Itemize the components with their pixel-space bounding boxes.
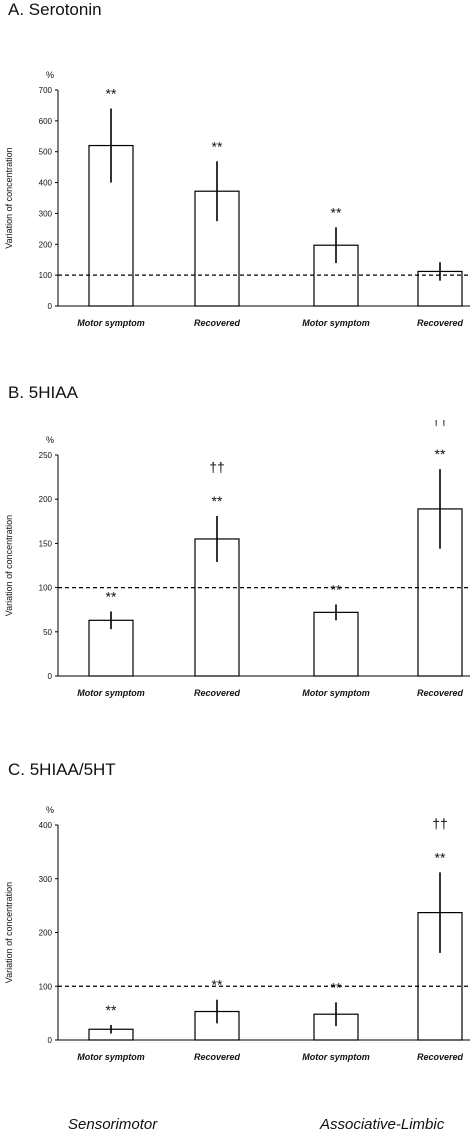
category-label: Recovered xyxy=(417,318,464,328)
y-tick-label: 50 xyxy=(43,628,52,637)
significance-daggers: †† xyxy=(432,815,448,831)
y-axis-title: Variation of concentration xyxy=(4,147,14,248)
category-label: Motor symptom xyxy=(302,318,370,328)
y-tick-label: 600 xyxy=(39,117,53,126)
significance-stars: ** xyxy=(331,979,342,995)
y-tick-label: 500 xyxy=(39,148,53,157)
group-label-sensorimotor: Sensorimotor xyxy=(68,1116,158,1133)
y-tick-label: 0 xyxy=(48,302,53,311)
y-tick-label: 300 xyxy=(39,209,53,218)
y-tick-label: 100 xyxy=(39,982,53,991)
y-tick-label: 150 xyxy=(39,539,53,548)
chart-5hiaa-5ht-ratio: % 0 100 200 300 400 Variation of concentration… xyxy=(4,805,470,1062)
significance-stars: ** xyxy=(435,849,446,865)
significance-stars: ** xyxy=(106,86,117,102)
significance-daggers: †† xyxy=(432,420,448,428)
y-axis-title: Variation of concentration xyxy=(4,515,14,616)
category-label: Motor symptom xyxy=(77,1052,145,1062)
panel-title-a: A. Serotonin xyxy=(8,0,102,19)
y-tick-label: 100 xyxy=(39,271,53,280)
bar xyxy=(313,611,359,677)
significance-stars: ** xyxy=(331,581,342,597)
category-label: Recovered xyxy=(194,318,241,328)
significance-stars: ** xyxy=(212,493,223,509)
y-tick-label: 0 xyxy=(48,1036,53,1045)
y-unit-label: % xyxy=(46,70,54,80)
category-label: Recovered xyxy=(417,688,464,698)
category-label: Recovered xyxy=(417,1052,464,1062)
significance-stars: ** xyxy=(106,588,117,604)
y-tick-label: 300 xyxy=(39,875,53,884)
significance-stars: ** xyxy=(106,1002,117,1018)
y-tick-label: 200 xyxy=(39,495,53,504)
category-label: Motor symptom xyxy=(302,688,370,698)
significance-stars: ** xyxy=(212,138,223,154)
category-label: Motor symptom xyxy=(302,1052,370,1062)
significance-stars: ** xyxy=(435,446,446,462)
significance-daggers: †† xyxy=(209,459,225,475)
y-axis-title: Variation of concentration xyxy=(4,882,14,983)
chart-serotonin: % 0 100 200 300 400 500 600 700 Variation of conc… xyxy=(4,70,470,328)
significance-stars: ** xyxy=(331,204,342,220)
category-label: Motor symptom xyxy=(77,318,145,328)
y-tick-label: 400 xyxy=(39,179,53,188)
category-label: Motor symptom xyxy=(77,688,145,698)
chart-5hiaa: % 0 50 100 150 200 250 Variation of concentrati… xyxy=(4,420,470,698)
y-tick-label: 700 xyxy=(39,86,53,95)
y-tick-label: 200 xyxy=(39,929,53,938)
y-tick-label: 0 xyxy=(48,672,53,681)
group-label-associative-limbic: Associative-Limbic xyxy=(320,1116,445,1133)
significance-stars: ** xyxy=(212,977,223,993)
y-tick-label: 100 xyxy=(39,584,53,593)
y-tick-label: 250 xyxy=(39,451,53,460)
y-unit-label: % xyxy=(46,435,54,445)
y-tick-label: 200 xyxy=(39,240,53,249)
y-tick-label: 400 xyxy=(39,821,53,830)
category-label: Recovered xyxy=(194,688,241,698)
y-unit-label: % xyxy=(46,805,54,815)
panel-title-c: C. 5HIAA/5HT xyxy=(8,760,116,779)
bar xyxy=(88,619,134,677)
panel-title-b: B. 5HIAA xyxy=(8,383,78,402)
category-label: Recovered xyxy=(194,1052,241,1062)
